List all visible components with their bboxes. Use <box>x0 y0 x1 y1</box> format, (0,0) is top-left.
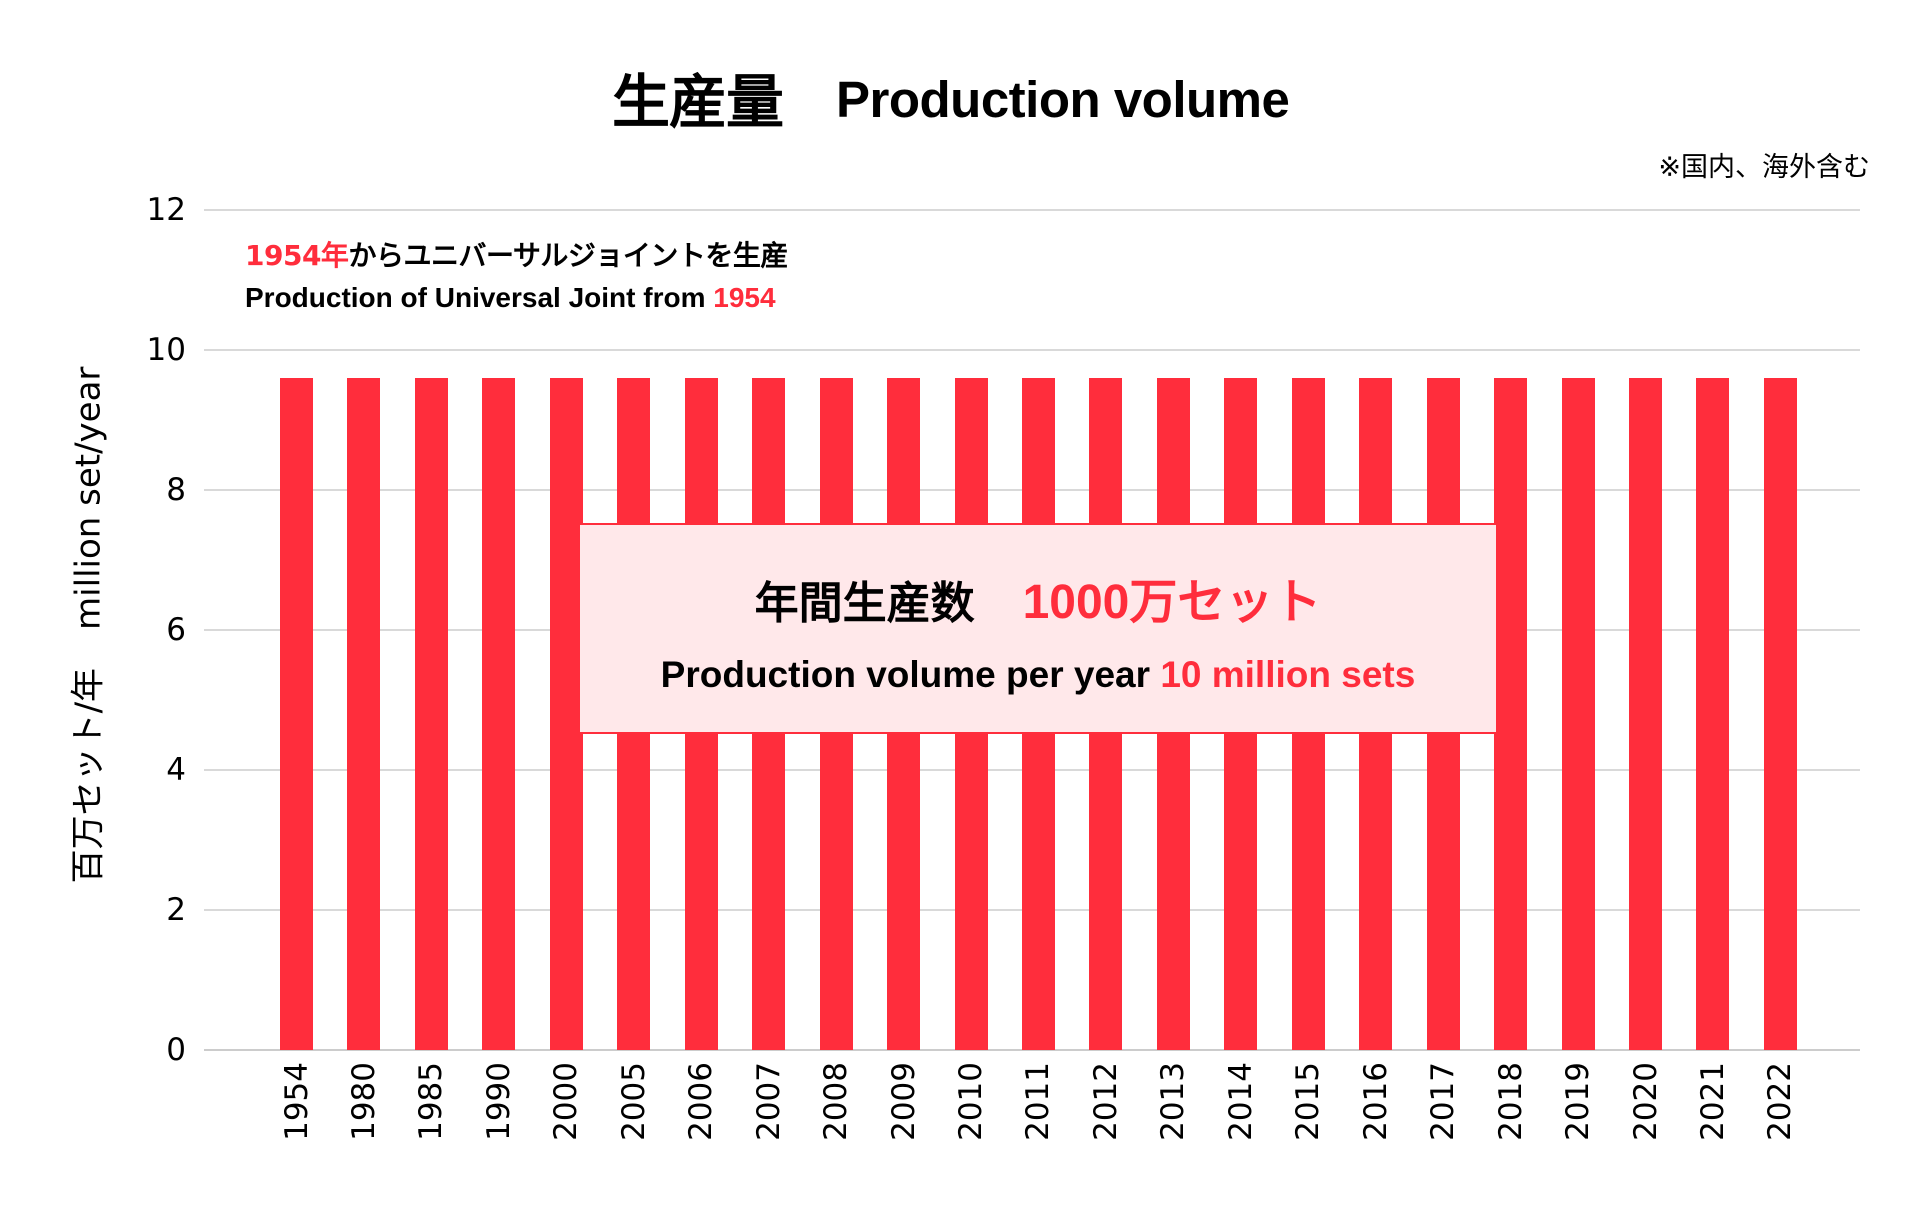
bar <box>1561 378 1595 1050</box>
bar <box>549 378 583 1050</box>
x-tick-label: 1985 <box>413 1062 450 1141</box>
y-tick-label: 6 <box>166 612 186 648</box>
chart-title-jp: 生産量 <box>612 68 784 136</box>
gridline-12 <box>204 209 1860 211</box>
x-tick-label: 2016 <box>1357 1062 1394 1141</box>
x-tick-label: 1980 <box>345 1062 382 1141</box>
callout-label-jp: 年間生産数 <box>754 578 975 629</box>
scope-note: ※国内、海外含む <box>1658 152 1870 183</box>
callout-value-jp: 1000万セット <box>1022 576 1322 629</box>
annotation-jp: 1954年からユニバーサルジョイントを生産 <box>245 236 788 276</box>
bar <box>1494 378 1528 1050</box>
y-tick-label: 12 <box>146 192 186 228</box>
bar <box>482 378 516 1050</box>
y-tick-label: 4 <box>166 752 186 788</box>
x-tick-label: 2014 <box>1222 1062 1259 1141</box>
annotation-year-en: 1954 <box>713 282 776 313</box>
chart-title-en: Production volume <box>836 71 1290 128</box>
x-tick-label: 1954 <box>278 1062 315 1141</box>
x-axis-baseline <box>204 1049 1860 1051</box>
x-tick-label: 2000 <box>548 1062 585 1141</box>
y-tick-label: 8 <box>166 472 186 508</box>
y-tick-label: 2 <box>166 892 186 928</box>
x-tick-label: 2007 <box>750 1062 787 1141</box>
callout-value-en: 10 million sets <box>1160 654 1416 695</box>
y-axis-label-en: million set/year <box>68 366 109 630</box>
x-tick-label: 2021 <box>1694 1062 1731 1141</box>
bar <box>1629 378 1662 1050</box>
x-tick-label: 2012 <box>1087 1062 1124 1141</box>
x-tick-label: 2009 <box>885 1062 922 1141</box>
bar <box>347 378 381 1050</box>
x-tick-label: 2008 <box>818 1062 855 1141</box>
y-tick-label: 0 <box>166 1032 186 1068</box>
y-tick-label: 10 <box>146 332 186 368</box>
bar <box>1763 378 1797 1050</box>
x-tick-label: 1990 <box>480 1062 517 1141</box>
x-tick-label: 2022 <box>1762 1062 1799 1141</box>
gridline-10 <box>204 349 1860 351</box>
x-tick-label: 2015 <box>1290 1062 1327 1141</box>
bar <box>414 378 448 1050</box>
annotation-en: Production of Universal Joint from 1954 <box>245 278 776 318</box>
callout-box: 年間生産数 1000万セット Production volume per year… <box>578 523 1498 734</box>
callout-line-en: Production volume per year 10 million se… <box>580 651 1496 699</box>
annotation-text-jp: からユニバーサルジョイントを生産 <box>348 239 788 272</box>
y-axis-label: 百万セット/年 million set/year <box>61 367 110 884</box>
bar <box>280 378 313 1050</box>
x-tick-label: 2020 <box>1627 1062 1664 1141</box>
bar <box>1696 378 1730 1050</box>
x-tick-label: 2005 <box>615 1062 652 1141</box>
callout-line-jp: 年間生産数 1000万セット <box>580 575 1496 632</box>
x-tick-label: 2019 <box>1560 1062 1597 1141</box>
x-tick-label: 2010 <box>953 1062 989 1141</box>
annotation-year-jp: 1954年 <box>245 239 349 272</box>
y-axis-label-jp: 百万セット/年 <box>68 667 109 884</box>
x-tick-label: 2013 <box>1155 1062 1192 1141</box>
x-tick-label: 2011 <box>1020 1062 1057 1141</box>
annotation-text-en: Production of Universal Joint from <box>245 282 714 313</box>
x-tick-label: 2006 <box>683 1062 720 1141</box>
callout-label-en: Production volume per year <box>660 654 1161 695</box>
x-tick-label: 2018 <box>1492 1062 1529 1141</box>
x-tick-label: 2017 <box>1425 1062 1462 1141</box>
